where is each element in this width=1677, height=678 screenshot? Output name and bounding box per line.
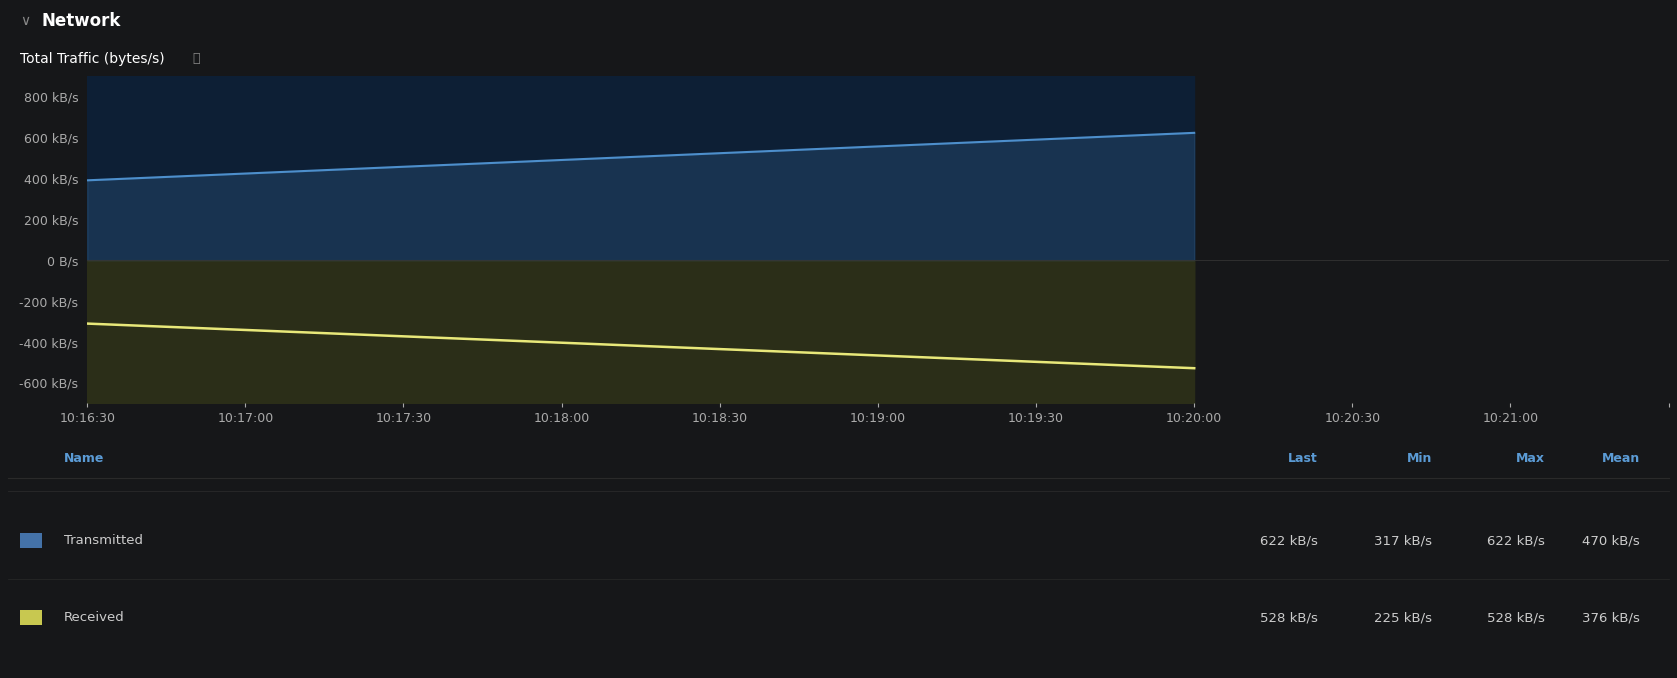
Text: 470 kB/s: 470 kB/s <box>1583 534 1640 547</box>
Text: 317 kB/s: 317 kB/s <box>1373 534 1432 547</box>
Text: Total Traffic (bytes/s): Total Traffic (bytes/s) <box>20 52 164 66</box>
Text: ∨: ∨ <box>20 14 30 28</box>
Bar <box>20 610 42 625</box>
Text: Network: Network <box>42 12 121 30</box>
Text: Name: Name <box>64 452 104 465</box>
Text: Mean: Mean <box>1602 452 1640 465</box>
Text: 622 kB/s: 622 kB/s <box>1259 534 1318 547</box>
Text: 225 kB/s: 225 kB/s <box>1373 611 1432 624</box>
Text: 528 kB/s: 528 kB/s <box>1259 611 1318 624</box>
Text: Received: Received <box>64 611 124 624</box>
Text: Transmitted: Transmitted <box>64 534 143 547</box>
Text: 376 kB/s: 376 kB/s <box>1581 611 1640 624</box>
Bar <box>20 533 42 549</box>
Text: Last: Last <box>1288 452 1318 465</box>
Text: Max: Max <box>1516 452 1545 465</box>
Text: 528 kB/s: 528 kB/s <box>1486 611 1545 624</box>
Text: ⓘ: ⓘ <box>193 52 200 65</box>
Text: Min: Min <box>1407 452 1432 465</box>
Text: 622 kB/s: 622 kB/s <box>1486 534 1545 547</box>
